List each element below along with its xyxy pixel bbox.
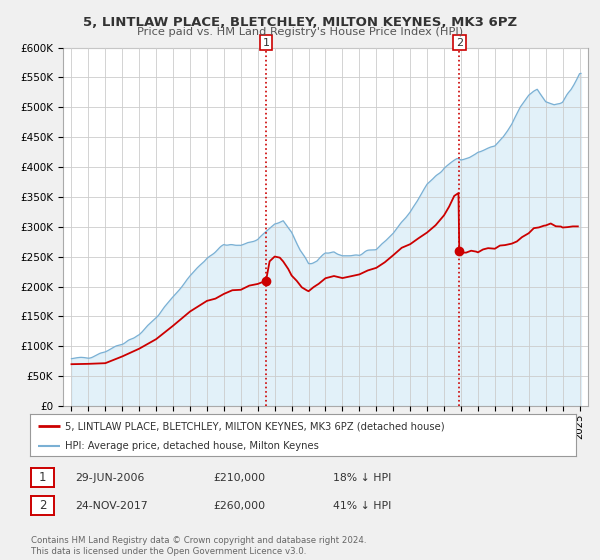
Text: 5, LINTLAW PLACE, BLETCHLEY, MILTON KEYNES, MK3 6PZ (detached house): 5, LINTLAW PLACE, BLETCHLEY, MILTON KEYN…: [65, 421, 445, 431]
Text: £260,000: £260,000: [213, 501, 265, 511]
Text: 24-NOV-2017: 24-NOV-2017: [75, 501, 148, 511]
Text: 1: 1: [39, 471, 46, 484]
Text: 29-JUN-2006: 29-JUN-2006: [75, 473, 145, 483]
Text: Price paid vs. HM Land Registry's House Price Index (HPI): Price paid vs. HM Land Registry's House …: [137, 27, 463, 37]
Text: £210,000: £210,000: [213, 473, 265, 483]
Text: 18% ↓ HPI: 18% ↓ HPI: [333, 473, 391, 483]
Text: HPI: Average price, detached house, Milton Keynes: HPI: Average price, detached house, Milt…: [65, 441, 319, 451]
Text: 1: 1: [263, 38, 269, 48]
Text: 5, LINTLAW PLACE, BLETCHLEY, MILTON KEYNES, MK3 6PZ: 5, LINTLAW PLACE, BLETCHLEY, MILTON KEYN…: [83, 16, 517, 29]
Text: 2: 2: [39, 499, 46, 512]
Text: Contains HM Land Registry data © Crown copyright and database right 2024.
This d: Contains HM Land Registry data © Crown c…: [31, 536, 367, 556]
Text: 2: 2: [456, 38, 463, 48]
Text: 41% ↓ HPI: 41% ↓ HPI: [333, 501, 391, 511]
